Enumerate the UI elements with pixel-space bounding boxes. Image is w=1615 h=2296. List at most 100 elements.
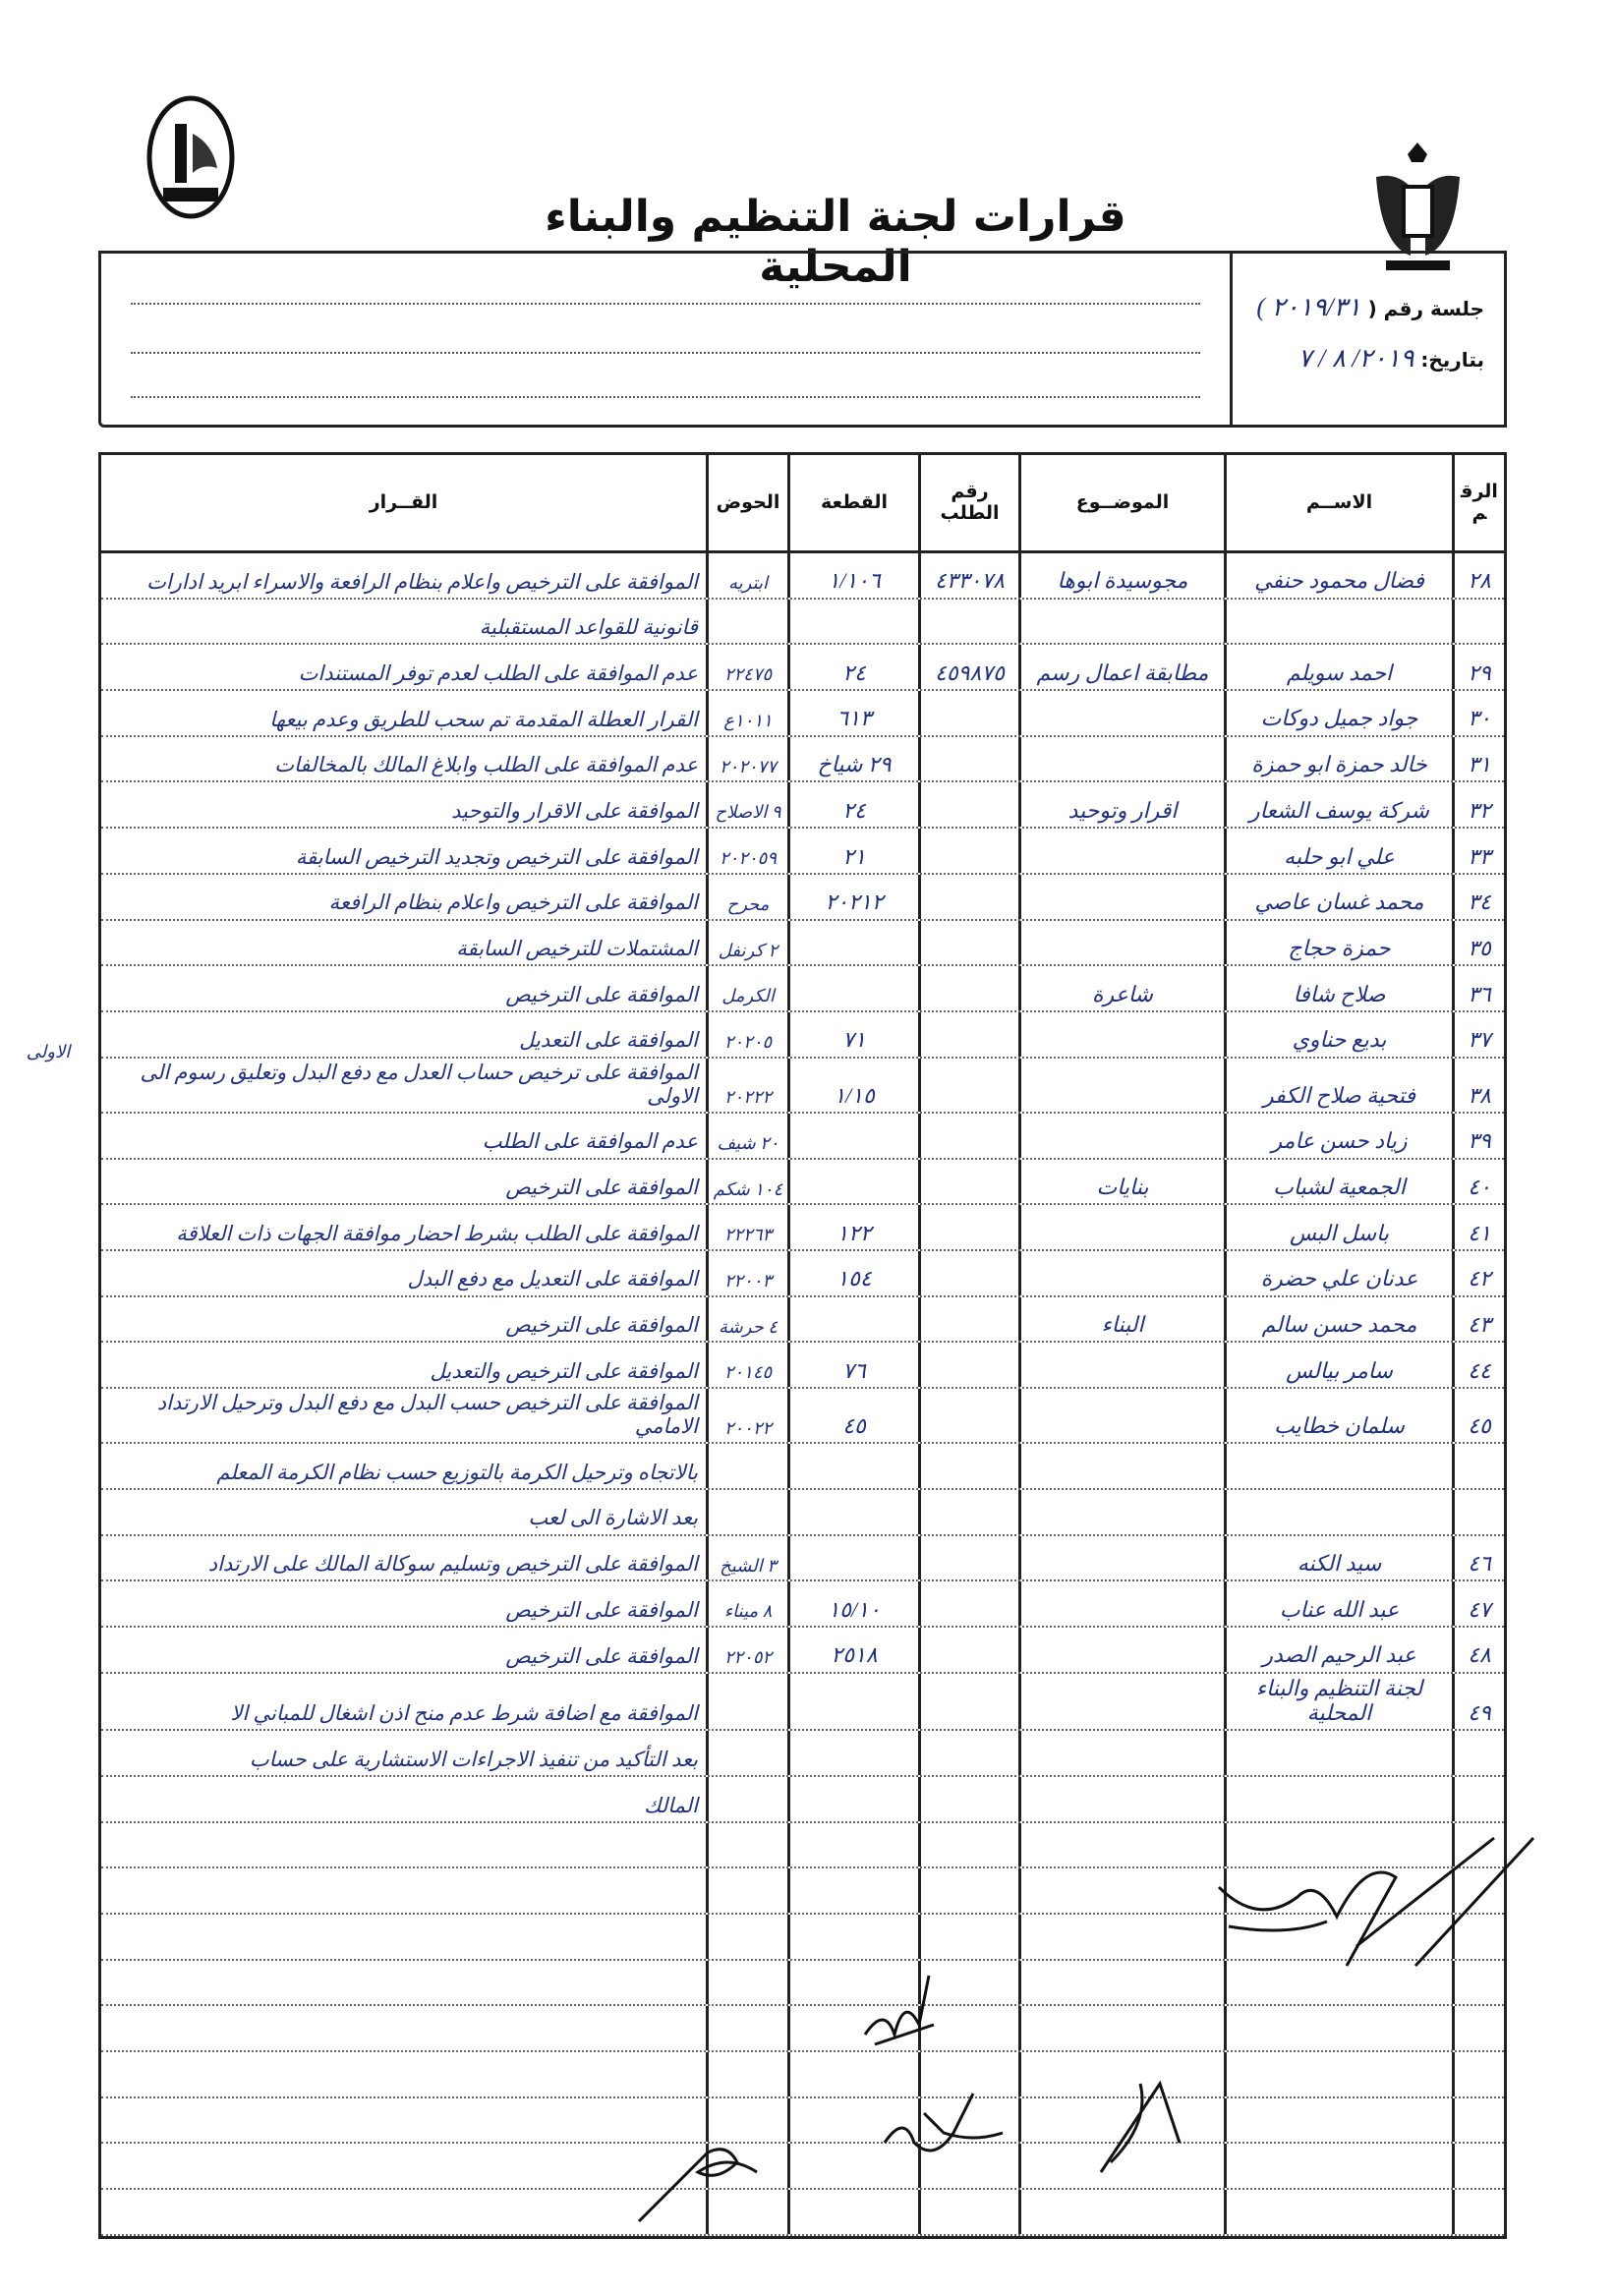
plot-number-cell: [787, 599, 918, 644]
applicant-name-cell: باسل البس: [1224, 1205, 1452, 1249]
decision-cell: الموافقة على الترخيص واعلام بنظام الرافع…: [328, 890, 698, 915]
row-num-cell: ٣٣: [1452, 829, 1504, 873]
basin-cell: الكرمل: [706, 966, 787, 1010]
request-number-cell: [918, 2052, 1018, 2096]
table-row: ٤٣ محمد حسن سالم البناء ٤ حرشة الموافقة على …: [101, 1296, 1504, 1344]
row-num-cell: ٣١: [1452, 736, 1504, 781]
basin-cell: ٢٠٠٢٢: [706, 1388, 787, 1443]
subject-cell: [1018, 1058, 1224, 1112]
subject-cell: مطابقة اعمال رسم: [1018, 645, 1224, 690]
request-number-cell: [918, 1489, 1018, 1534]
plot-number-cell: [787, 1535, 918, 1580]
basin-cell: [706, 599, 787, 644]
table-row: ٤٦ سيد الكنه ٣ الشيخ الموافقة على الترخيص و…: [101, 1535, 1504, 1582]
subject-cell: [1018, 2052, 1224, 2096]
row-num-cell: ٤٨: [1452, 1628, 1504, 1672]
plot-number-cell: [787, 1776, 918, 1821]
table-row: ٤٨ عبد الرحيم الصدر ٢٥١٨ ٢٢٠٥٢ الموافقة على …: [101, 1628, 1504, 1674]
subject-cell: اقرار وتوحيد: [1018, 782, 1224, 828]
subject-cell: [1018, 1113, 1224, 1158]
applicant-name-cell: شركة يوسف الشعار: [1224, 782, 1452, 828]
request-number-cell: [918, 1673, 1018, 1730]
table-body: ٢٨ فضال محمود حنفي مجوسيدة ابوها ٤٣٣٠٧٨ ١/١٠…: [101, 553, 1504, 2236]
basin-cell: ٢٠٢٢٢: [706, 1058, 787, 1112]
subject-cell: [1018, 1444, 1224, 1488]
basin-cell: ٢٢٢٦٣: [706, 1205, 787, 1249]
subject-cell: [1018, 1250, 1224, 1295]
request-number-cell: [918, 1205, 1018, 1249]
subject-cell: [1018, 1731, 1224, 1775]
applicant-name-cell: [1224, 2006, 1452, 2051]
request-number-cell: [918, 1113, 1018, 1158]
plot-number-cell: [787, 1159, 918, 1204]
header-subject: الموضــوع: [1018, 455, 1224, 550]
plot-number-cell: [787, 2144, 918, 2189]
table-row: ٣٤ محمد غسان عاصي ٢٠٢١٢ محرح الموافقة على ال…: [101, 874, 1504, 921]
subject-cell: [1018, 920, 1224, 965]
request-number-cell: [918, 1444, 1018, 1488]
decision-cell: الموافقة على الترخيص: [505, 1597, 698, 1622]
row-num-cell: [1452, 1776, 1504, 1821]
plot-number-cell: [787, 1673, 918, 1730]
decision-cell: بعد الاشارة الى لعب: [528, 1506, 698, 1530]
applicant-name-cell: سيد الكنه: [1224, 1535, 1452, 1580]
row-num-cell: [1452, 2144, 1504, 2189]
row-num-cell: [1452, 1822, 1504, 1867]
decision-cell: [101, 1868, 706, 1913]
applicant-name-cell: [1224, 1868, 1452, 1914]
request-number-cell: [918, 1250, 1018, 1295]
table-row: ٣٩ زياد حسن عامر ٢٠ شيف عدم الموافقة على ال…: [101, 1113, 1504, 1160]
applicant-name-cell: علي ابو حلبه: [1224, 829, 1452, 873]
plot-number-cell: [787, 1444, 918, 1488]
applicant-name-cell: عدنان علي حضرة: [1224, 1250, 1452, 1295]
row-num-cell: ٣٧: [1452, 1011, 1504, 1057]
decision-cell: الموافقة على الترخيص واعلام بنظام الرافع…: [146, 569, 698, 594]
request-number-cell: [918, 782, 1018, 828]
request-number-cell: [918, 1628, 1018, 1672]
subject-cell: [1018, 1535, 1224, 1580]
subject-cell: [1018, 1011, 1224, 1057]
applicant-name-cell: سلمان خطايب: [1224, 1388, 1452, 1443]
row-num-cell: ٤٩: [1452, 1673, 1504, 1730]
basin-cell: [706, 2006, 787, 2051]
decision-cell: [101, 1823, 706, 1867]
request-number-cell: [918, 1731, 1018, 1775]
table-row: [101, 1960, 1504, 2007]
plot-number-cell: [787, 1915, 918, 1959]
row-num-cell: [1452, 2097, 1504, 2143]
decision-cell: [101, 1961, 706, 2005]
decision-cell: [101, 2144, 706, 2188]
basin-cell: ٢٠٢٠٥٩: [706, 829, 787, 873]
applicant-name-cell: الجمعية لشباب: [1224, 1159, 1452, 1204]
table-row: قانونية للقواعد المستقبلية: [101, 599, 1504, 646]
subject-cell: [1018, 1822, 1224, 1867]
basin-cell: ٣ الشيخ: [706, 1535, 787, 1580]
applicant-name-cell: عبد الرحيم الصدر: [1224, 1628, 1452, 1672]
signature: [1217, 1836, 1535, 1968]
request-number-cell: [918, 1296, 1018, 1342]
basin-cell: [706, 1444, 787, 1488]
applicant-name-cell: فتحية صلاح الكفر: [1224, 1058, 1452, 1112]
table-row: بعد التأكيد من تنفيذ الاجراءات الاستشاري…: [101, 1731, 1504, 1777]
header-plot: القطعة: [787, 455, 918, 550]
subject-cell: [1018, 1388, 1224, 1443]
table-row: [101, 1915, 1504, 1961]
subject-cell: [1018, 1776, 1224, 1821]
applicant-name-cell: فضال محمود حنفي: [1224, 553, 1452, 598]
applicant-name-cell: [1224, 2190, 1452, 2234]
plot-number-cell: [787, 1296, 918, 1342]
table-row: بالاتجاه وترحيل الكرمة بالتوزيع حسب نظام…: [101, 1444, 1504, 1490]
subject-cell: [1018, 599, 1224, 644]
row-num-cell: ٤٣: [1452, 1296, 1504, 1342]
applicant-name-cell: جواد جميل دوكات: [1224, 691, 1452, 735]
decision-cell: عدم الموافقة على الطلب وابلاغ المالك بال…: [274, 753, 698, 777]
session-date: بتاريخ: ٢٠١٩/ ٨ / ٧: [1233, 344, 1484, 373]
row-num-cell: [1452, 599, 1504, 644]
header-basin: الحوض: [706, 455, 787, 550]
dotted-line: [131, 396, 1200, 398]
plot-number-cell: [787, 1489, 918, 1534]
decision-cell: الموافقة على الترخيص والتعديل: [430, 1358, 698, 1383]
row-num-cell: ٤٤: [1452, 1343, 1504, 1387]
municipality-logo: [146, 95, 235, 219]
applicant-name-cell: لجنة التنظيم والبناء المحلية: [1224, 1673, 1452, 1730]
